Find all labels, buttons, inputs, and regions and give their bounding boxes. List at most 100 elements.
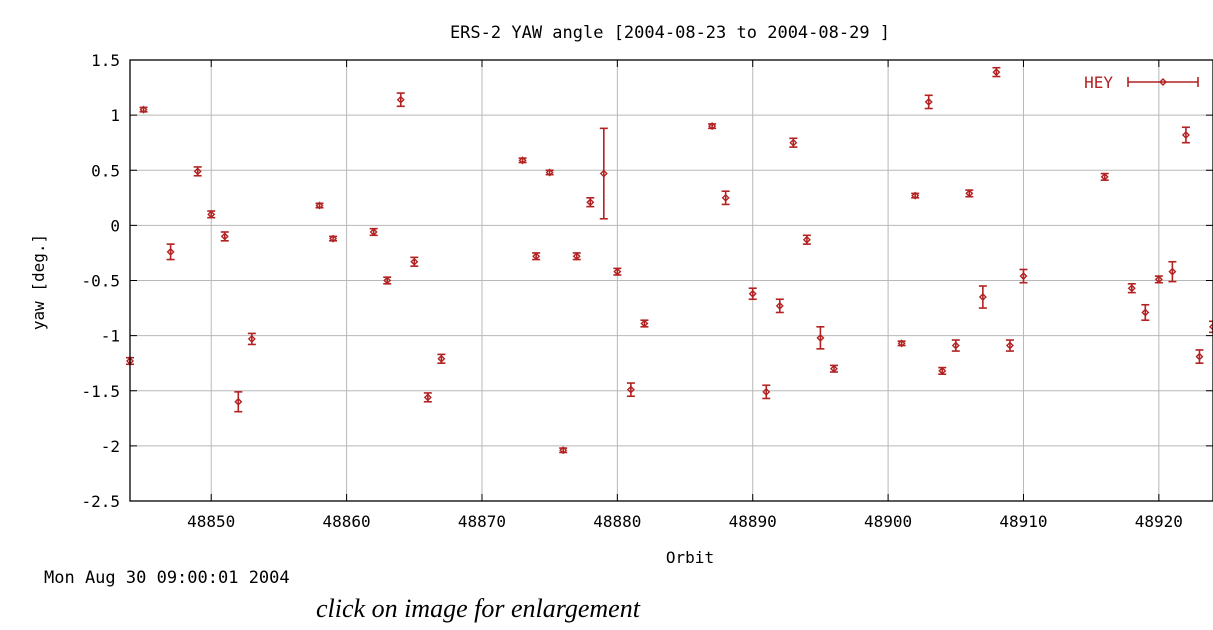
- data-point: [437, 353, 446, 364]
- data-point: [1100, 172, 1109, 181]
- point-marker: [762, 387, 771, 396]
- point-marker: [518, 156, 527, 165]
- data-point: [1127, 283, 1136, 294]
- y-tick-labels: 1.5 1 0.5 0 -0.5 -1 -1.5 -2 -2.5: [81, 51, 120, 511]
- data-point: [166, 243, 175, 261]
- y-tick-label: 1.5: [91, 51, 120, 70]
- x-tick-label: 48870: [458, 512, 506, 531]
- data-point: [1168, 260, 1177, 283]
- point-marker: [559, 446, 568, 455]
- data-point: [762, 384, 771, 400]
- y-tick-label: -1.5: [81, 382, 120, 401]
- point-marker: [748, 289, 757, 298]
- y-axis-label: yaw [deg.]: [29, 234, 48, 330]
- point-marker: [897, 339, 906, 348]
- data-point: [207, 210, 216, 219]
- data-point: [329, 234, 338, 243]
- data-point: [599, 127, 608, 220]
- data-point: [220, 231, 229, 242]
- point-marker: [708, 122, 717, 131]
- data-point: [951, 339, 960, 352]
- data-point: [897, 339, 906, 348]
- data-point: [1141, 303, 1150, 321]
- data-point: [247, 332, 256, 346]
- data-point: [789, 137, 798, 148]
- data-point: [708, 122, 717, 131]
- chart-title: ERS-2 YAW angle [2004-08-23 to 2004-08-2…: [450, 23, 890, 43]
- point-marker: [1168, 267, 1177, 276]
- x-tick-label: 48900: [864, 512, 912, 531]
- point-marker: [599, 169, 608, 178]
- data-point: [518, 156, 527, 165]
- plot-frame: [129, 59, 1213, 502]
- point-marker: [1019, 272, 1028, 281]
- point-marker: [437, 354, 446, 363]
- point-marker: [369, 228, 378, 236]
- data-point: [816, 326, 825, 350]
- point-marker: [586, 198, 595, 207]
- point-marker: [640, 319, 649, 328]
- point-marker: [802, 235, 811, 244]
- x-tick-label: 48850: [187, 512, 235, 531]
- data-point: [423, 392, 432, 403]
- point-marker: [789, 138, 798, 147]
- y-tick-label: 1: [110, 106, 120, 125]
- point-marker: [965, 189, 974, 198]
- point-marker: [139, 105, 148, 114]
- y-tick-label: -1: [101, 327, 120, 346]
- point-marker: [1181, 130, 1190, 139]
- data-point: [572, 252, 581, 261]
- point-marker: [1195, 352, 1204, 361]
- point-marker: [166, 247, 175, 256]
- point-marker: [911, 191, 920, 200]
- point-marker: [234, 397, 243, 406]
- x-tick-label: 48860: [323, 512, 371, 531]
- data-point: [1005, 339, 1014, 352]
- y-tick-label: -0.5: [81, 272, 120, 291]
- data-point: [640, 319, 649, 328]
- point-marker: [613, 267, 622, 276]
- point-marker: [572, 252, 581, 261]
- data-point: [1154, 275, 1163, 284]
- y-tick-label: -2: [101, 437, 120, 456]
- point-marker: [220, 232, 229, 241]
- data-point: [626, 382, 635, 398]
- data-point: [234, 391, 243, 413]
- data-point: [369, 227, 378, 237]
- point-marker: [938, 366, 947, 375]
- point-marker: [829, 364, 838, 373]
- point-marker: [626, 385, 635, 394]
- x-axis-label: Orbit: [666, 548, 714, 567]
- data-point: [992, 66, 1001, 78]
- x-tick-label: 48920: [1135, 512, 1183, 531]
- point-marker: [193, 167, 202, 176]
- data-point: [139, 105, 148, 114]
- point-marker: [992, 68, 1001, 77]
- x-tick-labels: 48850 48860 48870 48880 48890 48900 48910 48920: [187, 512, 1183, 531]
- point-marker: [532, 252, 541, 261]
- x-tick-label: 48910: [999, 512, 1047, 531]
- data-point: [775, 298, 784, 314]
- x-tick-label: 48890: [729, 512, 777, 531]
- point-marker: [1154, 275, 1163, 284]
- data-point: [978, 285, 987, 309]
- data-point: [965, 189, 974, 198]
- enlargement-caption[interactable]: click on image for enlargement: [316, 594, 640, 623]
- point-marker: [721, 193, 730, 202]
- data-point: [545, 168, 554, 177]
- data-point: [613, 267, 622, 276]
- point-marker: [383, 276, 392, 285]
- point-marker: [1127, 284, 1136, 293]
- data-point: [396, 92, 405, 108]
- data-point: [721, 190, 730, 206]
- point-marker: [423, 393, 432, 402]
- data-point: [938, 366, 947, 376]
- y-tick-label: 0.5: [91, 161, 120, 180]
- data-point: [748, 287, 757, 301]
- legend: HEY: [1084, 73, 1199, 92]
- point-marker: [396, 95, 405, 104]
- point-marker: [1100, 172, 1109, 181]
- data-points: [126, 66, 1213, 455]
- point-marker: [951, 341, 960, 350]
